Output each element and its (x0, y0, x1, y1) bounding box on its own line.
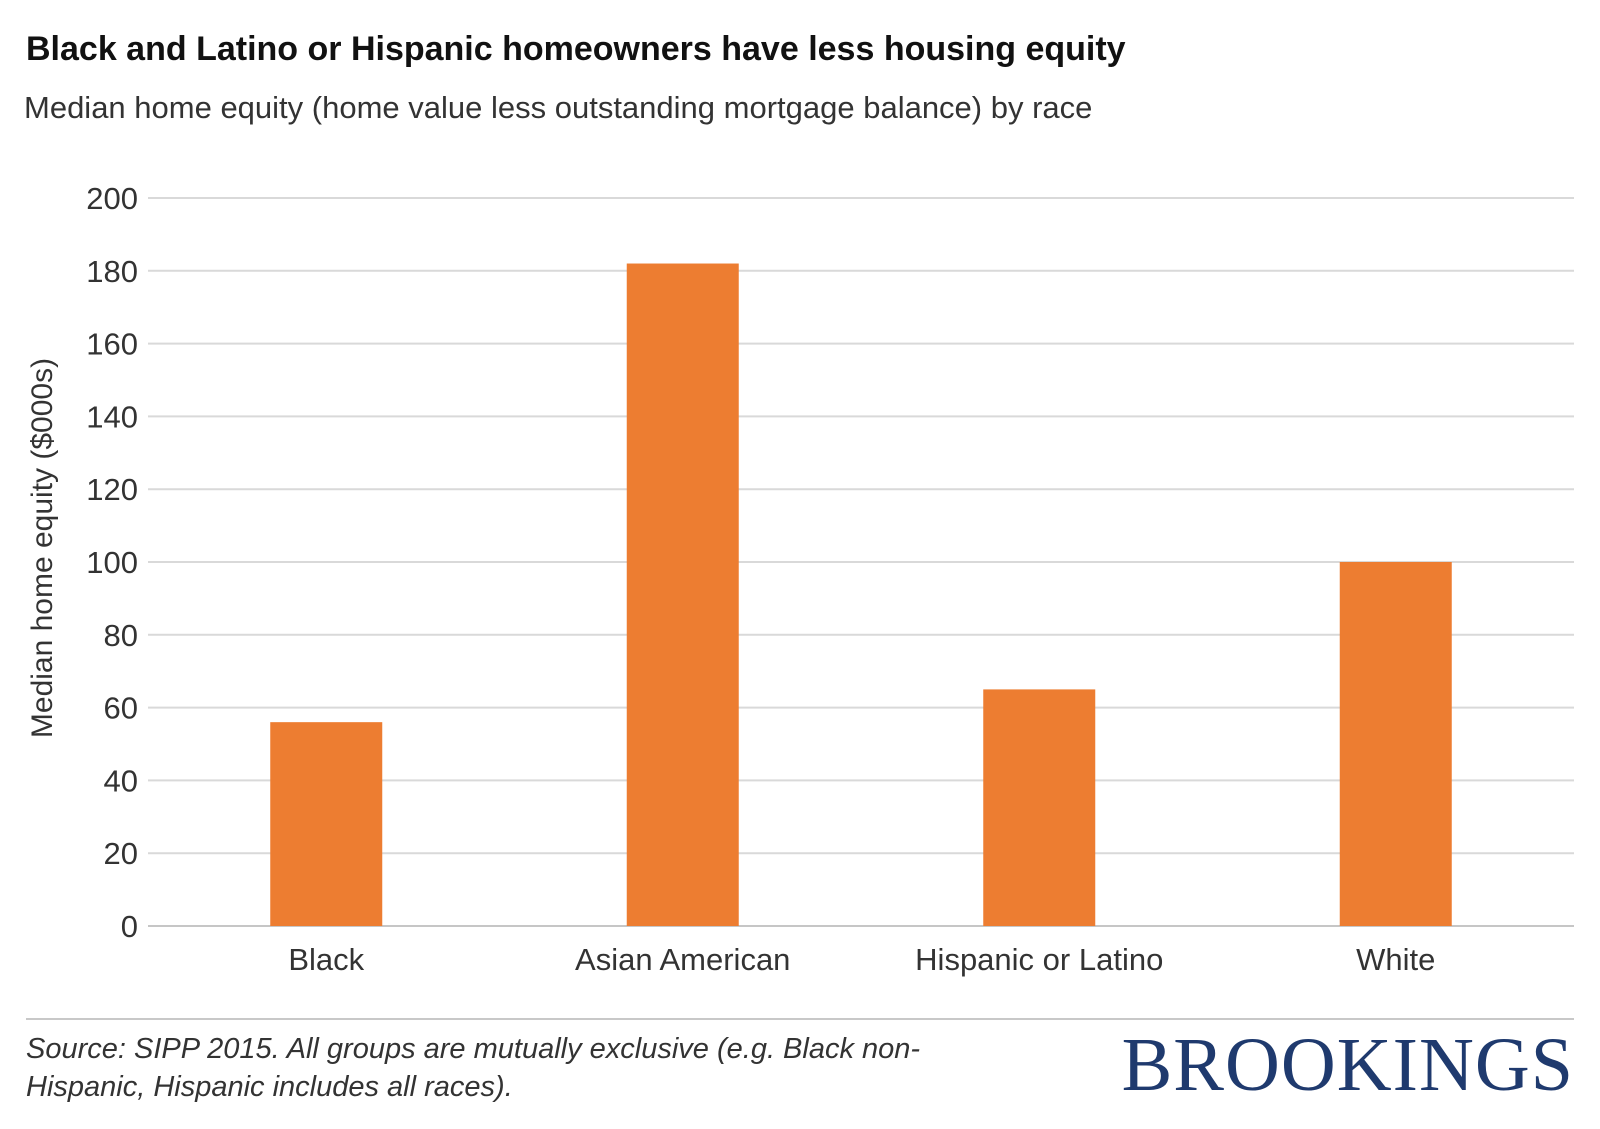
bar-white (1339, 562, 1452, 926)
y-tick-labels: 0 20 40 60 80 100 120 140 160 180 200 (86, 181, 138, 944)
x-tick-label: White (1356, 942, 1435, 977)
x-tick-label: Black (288, 942, 364, 977)
y-tick-label: 100 (86, 545, 138, 580)
y-tick-label: 40 (104, 763, 138, 798)
bars (270, 263, 1452, 926)
y-tick-label: 120 (86, 472, 138, 507)
chart-subtitle: Median home equity (home value less outs… (24, 90, 1093, 125)
y-tick-label: 200 (86, 181, 138, 216)
y-tick-label: 140 (86, 399, 138, 434)
y-tick-label: 80 (104, 618, 138, 653)
bar-hispanic-or-latino (983, 689, 1096, 926)
y-tick-label: 160 (86, 327, 138, 362)
footer-divider (26, 1018, 1574, 1020)
bar-chart: 0 20 40 60 80 100 120 140 160 180 200 Black Asian A… (26, 181, 1574, 977)
chart-title: Black and Latino or Hispanic homeowners … (26, 30, 1126, 68)
x-tick-labels: Black Asian American Hispanic or Latino Whi… (288, 942, 1435, 977)
bar-asian-american (626, 263, 739, 926)
y-tick-label: 60 (104, 691, 138, 726)
x-tick-label: Hispanic or Latino (915, 942, 1163, 977)
gridlines (148, 197, 1574, 927)
source-note: Source: SIPP 2015. All groups are mutual… (26, 1033, 921, 1103)
brookings-logo: BROOKINGS (1121, 1023, 1574, 1107)
y-tick-label: 180 (86, 254, 138, 289)
y-axis-label: Median home equity ($000s) (26, 358, 59, 738)
y-tick-label: 20 (104, 836, 138, 871)
bar-black (270, 722, 383, 926)
x-tick-label: Asian American (575, 942, 790, 977)
y-tick-label: 0 (121, 909, 138, 944)
